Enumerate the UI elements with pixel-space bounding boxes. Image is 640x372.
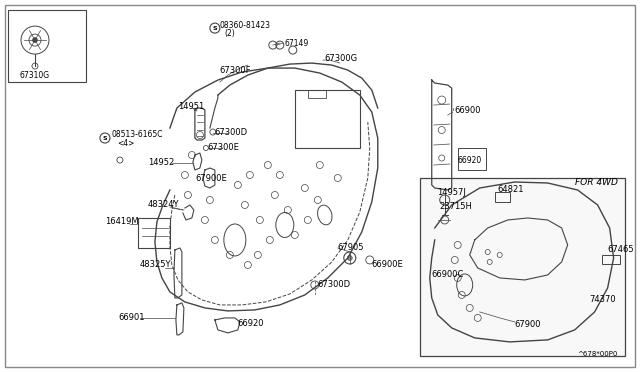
Text: 67900: 67900: [515, 320, 541, 330]
Bar: [8, 10, 86, 82]
Text: FOR 4WD: FOR 4WD: [575, 177, 618, 186]
Text: 67300D: 67300D: [215, 128, 248, 137]
Bar: [138, 218, 170, 248]
Text: 67300F: 67300F: [220, 65, 252, 74]
Text: 66901: 66901: [118, 314, 145, 323]
Text: 16419M: 16419M: [105, 218, 139, 227]
Bar: [295, 90, 360, 148]
Text: 66900: 66900: [455, 106, 481, 115]
Text: 14957J: 14957J: [436, 189, 466, 198]
Text: 08513-6165C: 08513-6165C: [112, 129, 163, 138]
Text: 23715H: 23715H: [440, 202, 472, 212]
Text: <4>: <4>: [117, 138, 134, 148]
Text: 66920: 66920: [458, 155, 482, 164]
Bar: [458, 148, 486, 170]
Text: S: S: [212, 26, 217, 31]
Text: 67465: 67465: [607, 246, 634, 254]
Text: 67900E: 67900E: [195, 173, 227, 183]
Bar: [602, 255, 620, 264]
Circle shape: [348, 256, 352, 260]
Text: 08360-81423: 08360-81423: [220, 20, 271, 30]
Text: 14952: 14952: [148, 157, 174, 167]
Text: 67300E: 67300E: [208, 142, 240, 151]
Text: 67149: 67149: [285, 39, 309, 48]
Bar: [308, 90, 326, 98]
Text: 67310G: 67310G: [20, 71, 50, 80]
Text: 74370: 74370: [589, 295, 616, 304]
Text: 66920: 66920: [238, 320, 264, 328]
Text: 48325Y: 48325Y: [140, 260, 172, 269]
Bar: [495, 192, 509, 202]
Bar: [420, 178, 625, 356]
Text: 67905: 67905: [338, 243, 364, 253]
Text: ^678*00P0: ^678*00P0: [577, 351, 618, 357]
Text: S: S: [102, 135, 108, 141]
Text: 64821: 64821: [498, 186, 524, 195]
Text: 14951: 14951: [178, 102, 204, 110]
Text: 67300D: 67300D: [318, 280, 351, 289]
Text: 48324Y: 48324Y: [148, 201, 179, 209]
Circle shape: [33, 38, 38, 42]
Text: 66900C: 66900C: [432, 270, 464, 279]
Text: 66900E: 66900E: [372, 260, 404, 269]
Text: (2): (2): [225, 29, 236, 38]
Text: 67300G: 67300G: [325, 54, 358, 62]
